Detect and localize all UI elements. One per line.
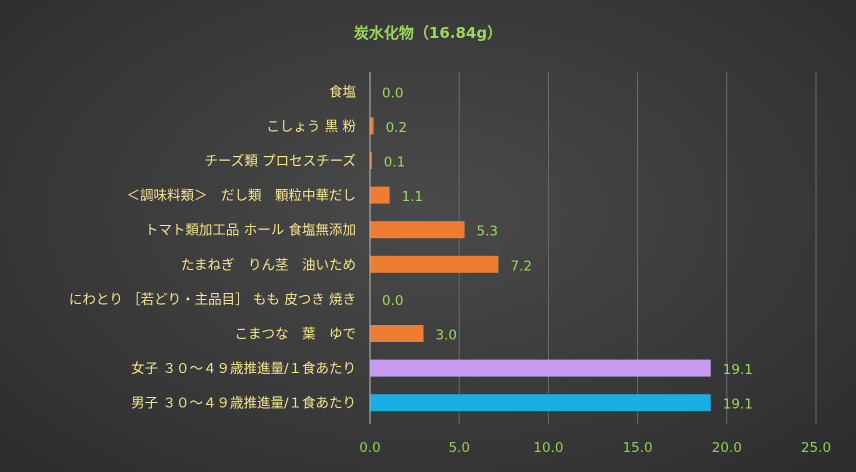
bar — [370, 186, 390, 204]
bar — [370, 255, 499, 273]
category-label: トマト類加工品 ホール 食塩無添加 — [145, 222, 356, 239]
bar — [370, 152, 372, 169]
x-tick-label: 25.0 — [801, 440, 831, 456]
value-label: 0.0 — [382, 85, 403, 101]
bar — [370, 117, 374, 135]
value-label: 0.2 — [386, 120, 407, 136]
category-label: にわとり ［若どり・主品目］ もも 皮つき 焼き — [69, 292, 356, 308]
x-tick-label: 5.0 — [448, 440, 469, 456]
category-label: チーズ類 プロセスチーズ — [205, 154, 356, 170]
value-label: 1.1 — [402, 189, 423, 205]
category-label: こまつな 葉 ゆで — [235, 327, 357, 343]
category-label: 食塩 — [329, 83, 356, 100]
x-tick-label: 10.0 — [533, 440, 563, 456]
x-tick-label: 0.0 — [359, 440, 380, 456]
value-label: 3.0 — [436, 328, 457, 344]
bars — [370, 117, 711, 412]
bar — [370, 221, 465, 239]
bar — [370, 359, 711, 377]
x-tick-labels: 0.0 5.0 10.0 15.0 20.0 25.0 — [359, 440, 831, 456]
value-labels: 0.0 0.2 0.1 1.1 5.3 7.2 0.0 3.0 19.1 19.1 — [382, 85, 753, 412]
x-tick-label: 20.0 — [712, 440, 742, 456]
bar — [370, 325, 424, 342]
category-label: 女子 ３０～４９歳推進量/１食あたり — [131, 360, 356, 377]
category-label: こしょう 黒 粉 — [266, 119, 356, 135]
bar — [370, 394, 711, 412]
value-label: 0.0 — [382, 293, 403, 309]
x-tick-label: 15.0 — [623, 440, 653, 456]
value-label: 19.1 — [723, 397, 753, 413]
value-label: 7.2 — [510, 258, 531, 274]
value-label: 5.3 — [477, 224, 498, 240]
value-label: 19.1 — [723, 362, 753, 378]
category-label: たまねぎ りん茎 油いため — [181, 257, 356, 273]
category-label: 男子 ３０～４９歳推進量/１食あたり — [131, 395, 356, 412]
value-label: 0.1 — [384, 155, 405, 171]
chart-title: 炭水化物（16.84g） — [354, 24, 502, 42]
category-label: ＜調味料類＞ だし類 顆粒中華だし — [127, 188, 357, 204]
